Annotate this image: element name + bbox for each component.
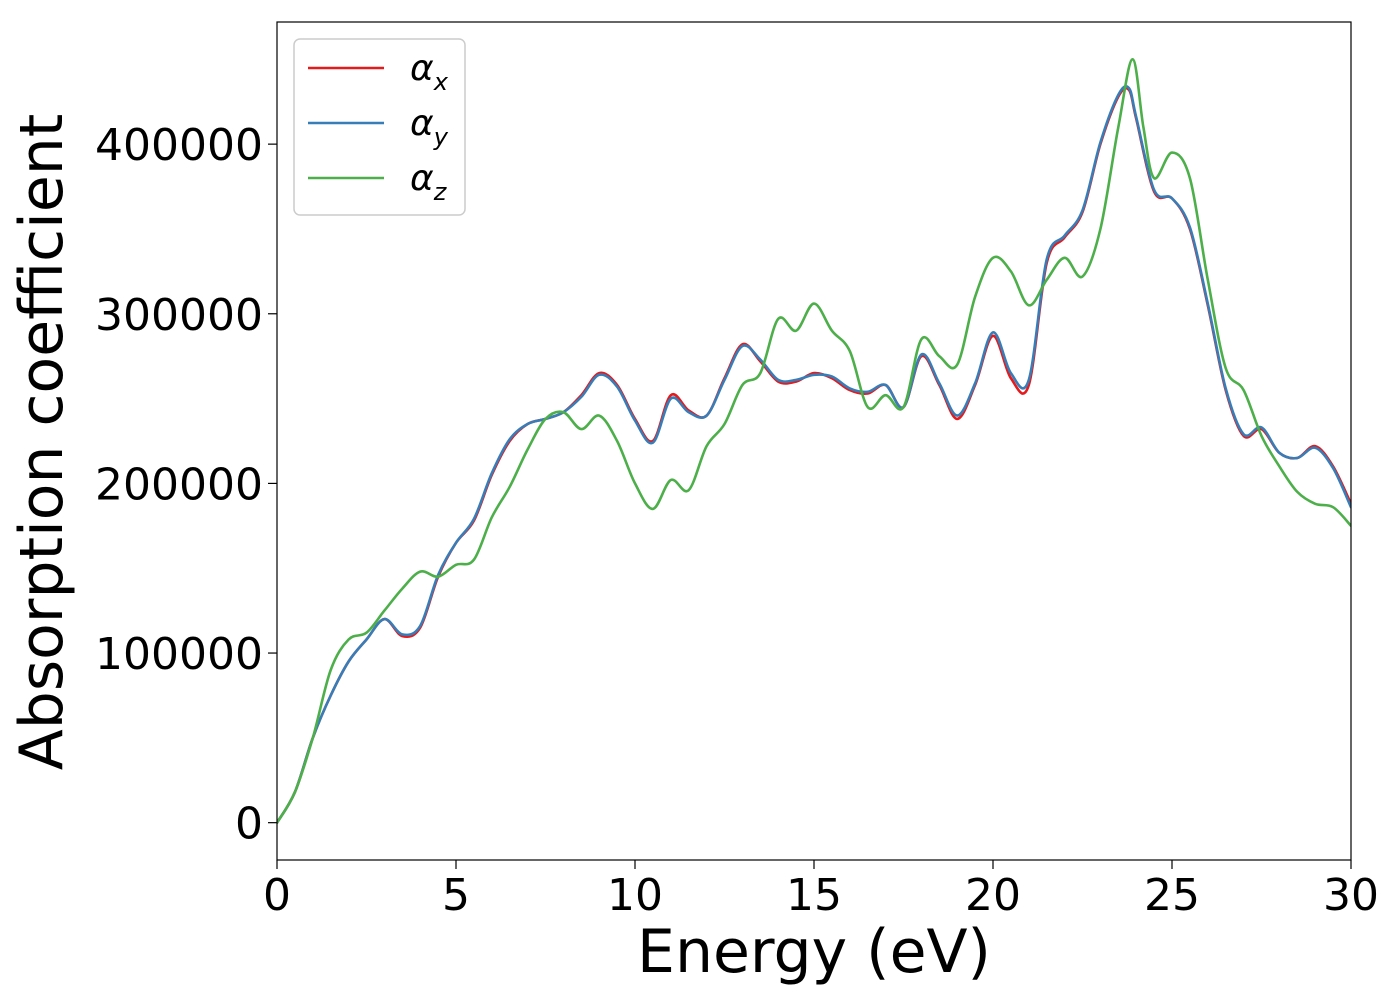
y-tick-label: 200000 bbox=[95, 459, 263, 510]
x-tick-label: 15 bbox=[786, 870, 842, 921]
series-layer bbox=[277, 58, 1351, 824]
y-tick-label: 100000 bbox=[95, 629, 263, 680]
y-tick-label: 300000 bbox=[95, 290, 263, 341]
y-tick-label: 0 bbox=[235, 799, 263, 850]
legend-label-z: αz bbox=[410, 158, 448, 206]
x-tick-label: 20 bbox=[965, 870, 1021, 921]
y-axis-label: Absorption coefficient bbox=[7, 114, 77, 771]
legend-box bbox=[293, 38, 466, 216]
y-axis-ticks: 0 100000 200000 300000 400000 bbox=[95, 120, 277, 850]
x-axis-ticks: 0 5 10 15 20 25 30 bbox=[263, 860, 1379, 921]
x-axis-label: Energy (eV) bbox=[637, 917, 991, 987]
series-line-z bbox=[277, 58, 1351, 824]
legend: αx αy αz bbox=[293, 38, 466, 216]
x-tick-label: 30 bbox=[1323, 870, 1379, 921]
x-tick-label: 25 bbox=[1144, 870, 1200, 921]
series-line-y bbox=[277, 85, 1351, 824]
x-tick-label: 5 bbox=[442, 870, 470, 921]
x-tick-label: 0 bbox=[263, 870, 291, 921]
legend-label-y: αy bbox=[410, 103, 449, 151]
x-tick-label: 10 bbox=[607, 870, 663, 921]
y-tick-label: 400000 bbox=[95, 120, 263, 171]
legend-label-x: αx bbox=[410, 48, 449, 96]
